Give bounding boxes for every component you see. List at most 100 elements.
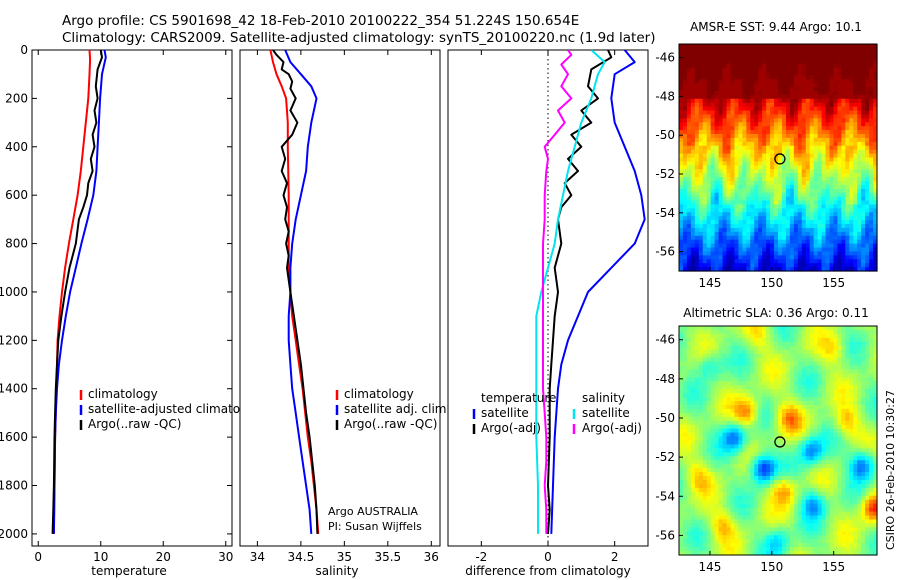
heatmap-cell bbox=[714, 255, 720, 260]
heatmap-cell bbox=[750, 341, 755, 347]
heatmap-cell bbox=[738, 251, 743, 256]
heatmap-cell bbox=[809, 436, 815, 442]
heatmap-cell bbox=[702, 460, 708, 465]
heatmap-cell bbox=[857, 145, 862, 151]
heatmap-cell bbox=[722, 397, 728, 402]
heatmap-cell bbox=[730, 349, 736, 355]
heatmap-cell bbox=[754, 456, 759, 461]
heatmap-cell bbox=[682, 377, 688, 382]
heatmap-cell bbox=[785, 63, 791, 69]
heatmap-cell bbox=[853, 153, 858, 159]
heatmap-cell bbox=[758, 263, 763, 268]
heatmap-cell bbox=[853, 51, 858, 57]
heatmap-cell bbox=[682, 401, 688, 406]
heatmap-cell bbox=[694, 401, 700, 406]
heatmap-cell bbox=[766, 337, 771, 343]
heatmap-cell bbox=[762, 408, 767, 414]
heatmap-cell bbox=[766, 134, 771, 139]
heatmap-cell bbox=[785, 464, 791, 469]
heatmap-cell bbox=[762, 428, 767, 434]
heatmap-cell bbox=[861, 161, 866, 166]
y-tick-label: 1400 bbox=[0, 382, 28, 396]
heatmap-cell bbox=[805, 200, 811, 206]
heatmap-cell bbox=[857, 247, 862, 253]
heatmap-cell bbox=[734, 472, 739, 477]
heatmap-cell bbox=[817, 377, 823, 382]
heatmap-cell bbox=[797, 369, 803, 374]
heatmap-cell bbox=[778, 83, 783, 88]
heatmap-cell bbox=[734, 385, 739, 390]
heatmap-cell bbox=[770, 79, 775, 84]
heatmap-cell bbox=[734, 130, 739, 135]
heatmap-cell bbox=[679, 188, 684, 194]
heatmap-cell bbox=[849, 353, 854, 359]
heatmap-cell bbox=[686, 349, 692, 355]
heatmap-cell bbox=[861, 145, 866, 151]
heatmap-cell bbox=[682, 184, 688, 190]
heatmap-cell bbox=[825, 424, 831, 430]
heatmap-cell bbox=[813, 177, 819, 182]
heatmap-cell bbox=[857, 134, 862, 139]
heatmap-cell bbox=[861, 247, 866, 253]
heatmap-cell bbox=[873, 137, 878, 143]
heatmap-cell bbox=[766, 259, 771, 264]
heatmap-cell bbox=[813, 157, 819, 163]
heatmap-cell bbox=[825, 263, 831, 268]
heatmap-cell bbox=[789, 408, 795, 414]
heatmap-cell bbox=[793, 263, 799, 268]
heatmap-cell bbox=[718, 412, 724, 418]
heatmap-cell bbox=[857, 149, 862, 155]
heatmap-cell bbox=[813, 357, 819, 363]
heatmap-cell bbox=[726, 169, 732, 174]
heatmap-cell bbox=[865, 122, 870, 127]
heatmap-cell bbox=[841, 141, 846, 147]
heatmap-cell bbox=[869, 243, 874, 249]
heatmap-cell bbox=[785, 472, 791, 477]
heatmap-cell bbox=[841, 397, 846, 402]
heatmap-cell bbox=[849, 432, 854, 438]
heatmap-cell bbox=[785, 353, 791, 359]
heatmap-cell bbox=[869, 216, 874, 221]
heatmap-cell bbox=[694, 177, 700, 182]
heatmap-cell bbox=[833, 134, 838, 139]
heatmap-cell bbox=[797, 476, 803, 481]
heatmap-cell bbox=[754, 122, 759, 127]
heatmap-cell bbox=[738, 397, 743, 402]
heatmap-cell bbox=[730, 177, 736, 182]
heatmap-cell bbox=[833, 326, 838, 331]
heatmap-cell bbox=[742, 188, 747, 194]
heatmap-cell bbox=[690, 404, 696, 410]
heatmap-cell bbox=[841, 145, 846, 151]
heatmap-cell bbox=[754, 149, 759, 155]
heatmap-cell bbox=[722, 345, 728, 351]
heatmap-cell bbox=[742, 157, 747, 163]
heatmap-cell bbox=[821, 436, 827, 442]
heatmap-cell bbox=[702, 397, 708, 402]
heatmap-cell bbox=[805, 452, 811, 457]
heatmap-cell bbox=[746, 333, 751, 339]
heatmap-cell bbox=[825, 428, 831, 434]
heatmap-cell bbox=[770, 67, 775, 72]
heatmap-cell bbox=[742, 341, 747, 347]
heatmap-cell bbox=[789, 349, 795, 355]
heatmap-cell bbox=[805, 118, 811, 123]
heatmap-cell bbox=[873, 126, 878, 131]
heatmap-cell bbox=[845, 161, 850, 166]
heatmap-cell bbox=[793, 337, 799, 343]
heatmap-cell bbox=[837, 456, 842, 461]
heatmap-cell bbox=[829, 397, 835, 402]
x-tick-label: 0 bbox=[34, 550, 42, 564]
x-tick-label: 30 bbox=[218, 550, 233, 564]
heatmap-cell bbox=[781, 377, 787, 382]
heatmap-cell bbox=[682, 337, 688, 343]
heatmap-cell bbox=[730, 169, 736, 174]
heatmap-cell bbox=[793, 145, 799, 151]
heatmap-cell bbox=[742, 345, 747, 351]
heatmap-cell bbox=[813, 460, 819, 465]
heatmap-cell bbox=[694, 369, 700, 374]
heatmap-cell bbox=[781, 401, 787, 406]
heatmap-cell bbox=[722, 47, 728, 53]
heatmap-cell bbox=[793, 59, 799, 65]
heatmap-cell bbox=[679, 161, 684, 166]
heatmap-cell bbox=[845, 464, 850, 469]
